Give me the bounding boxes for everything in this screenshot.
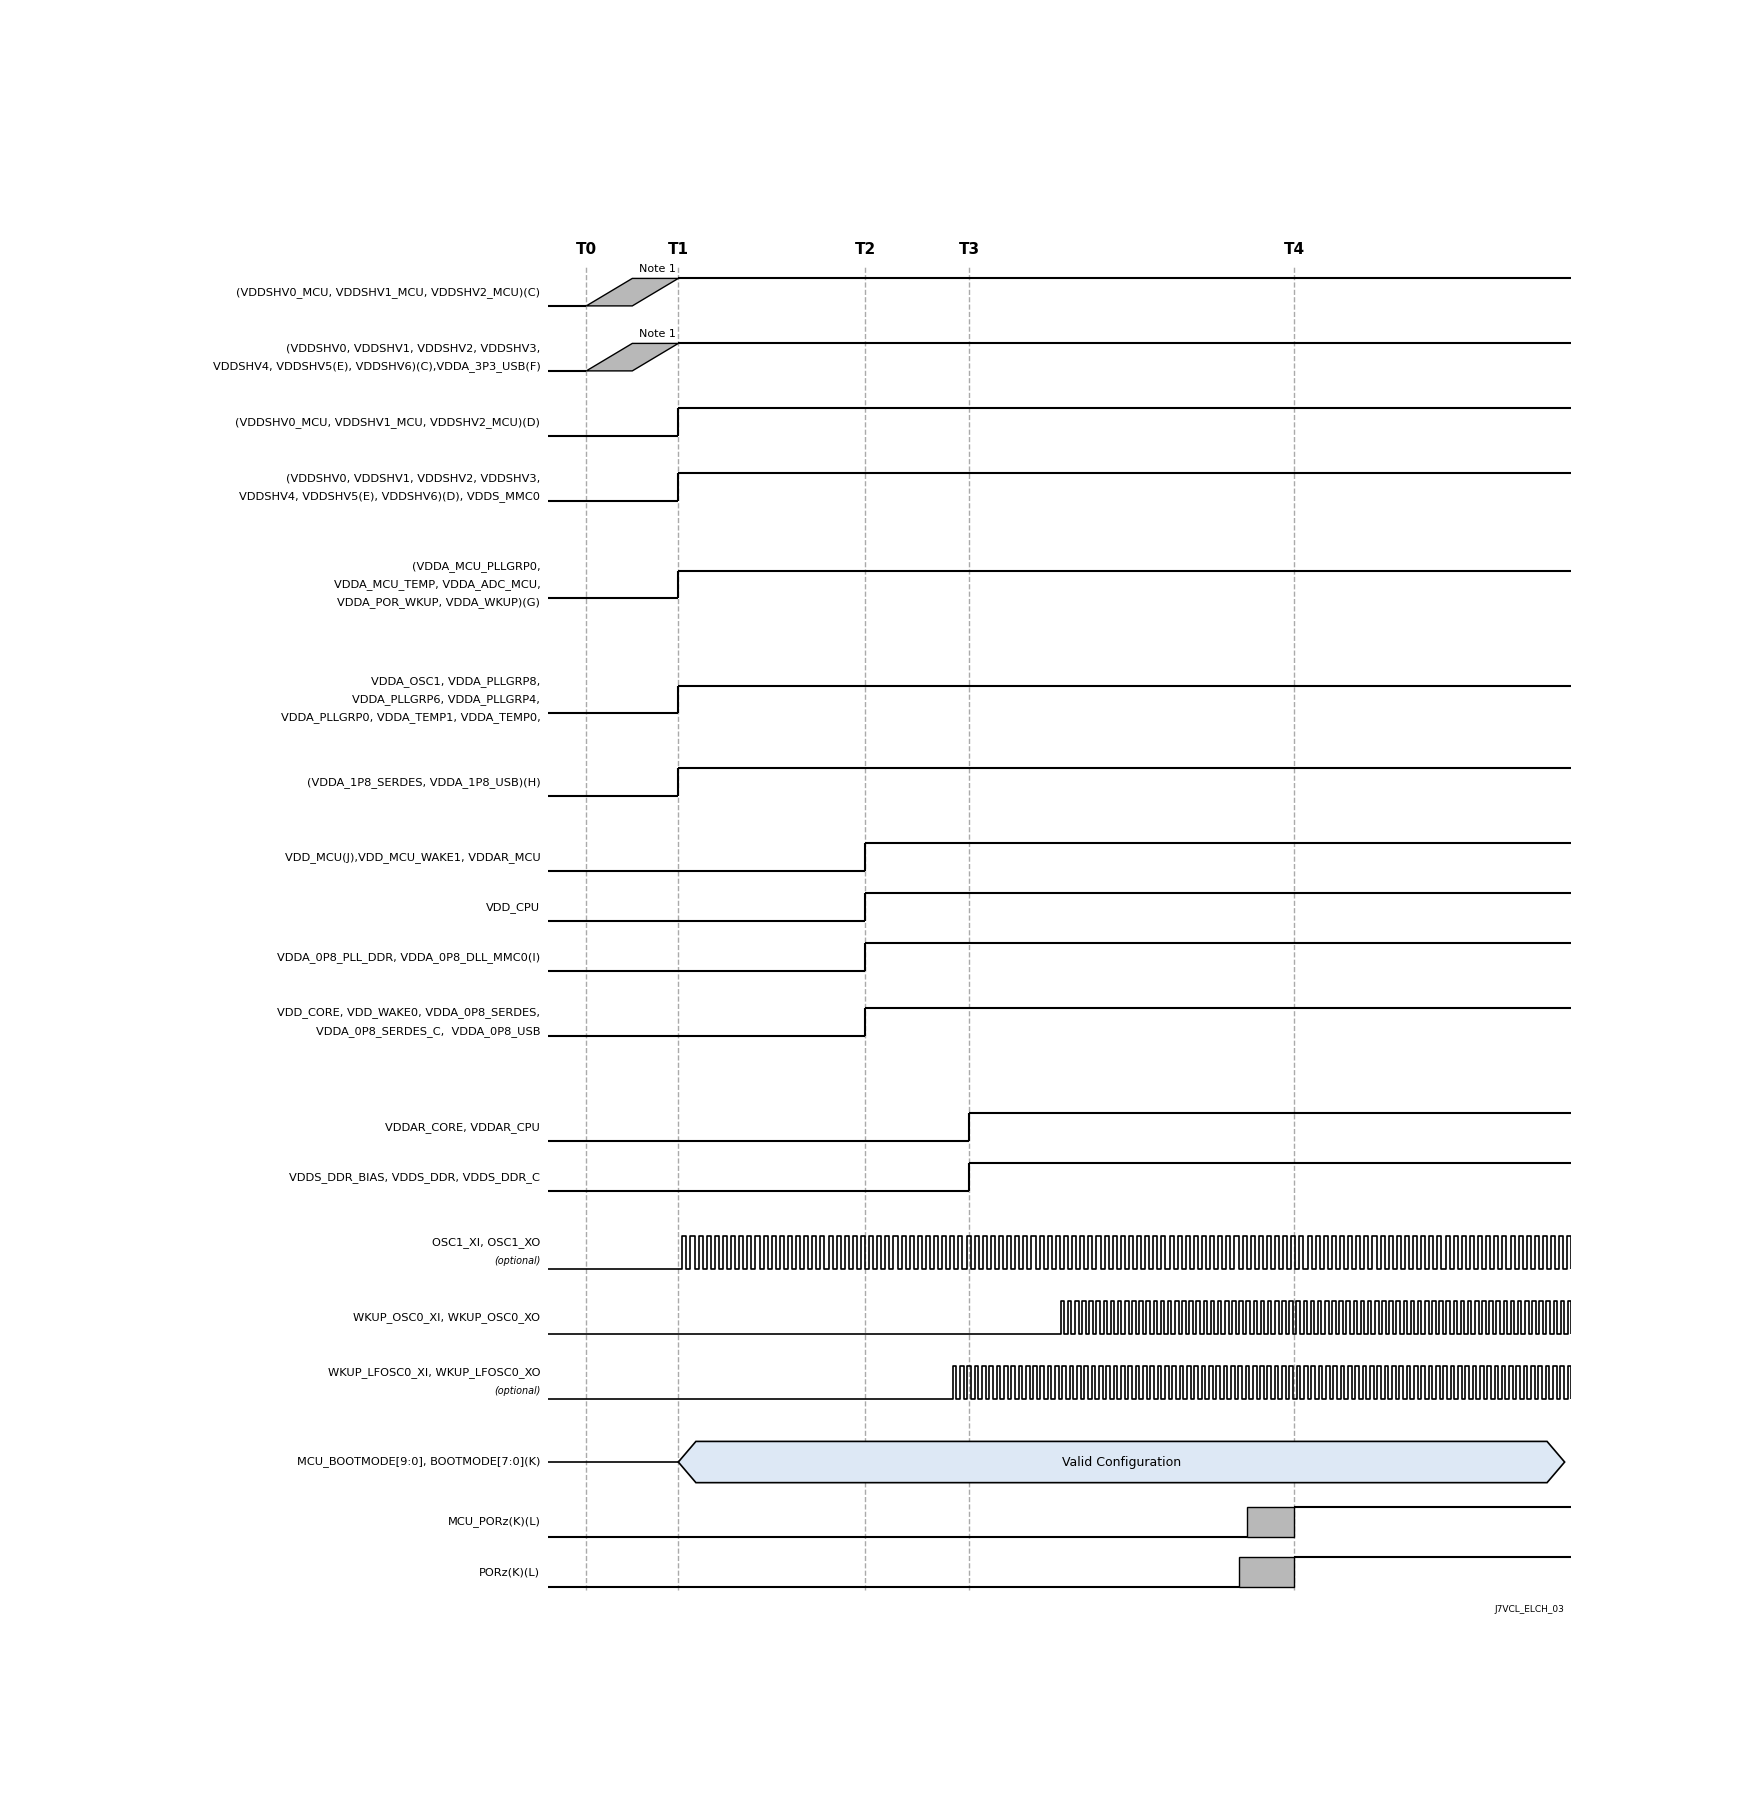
- Text: MCU_PORz(K)(L): MCU_PORz(K)(L): [447, 1516, 540, 1527]
- Text: (VDDSHV0, VDDSHV1, VDDSHV2, VDDSHV3,: (VDDSHV0, VDDSHV1, VDDSHV2, VDDSHV3,: [286, 344, 540, 353]
- Text: VDDA_0P8_PLL_DDR, VDDA_0P8_DLL_MMC0(I): VDDA_0P8_PLL_DDR, VDDA_0P8_DLL_MMC0(I): [278, 951, 540, 962]
- Text: VDD_CPU: VDD_CPU: [485, 902, 540, 913]
- Text: Note 1: Note 1: [639, 264, 676, 275]
- Bar: [1238, 1556, 1294, 1587]
- Text: VDDSHV4, VDDSHV5(E), VDDSHV6)(C),VDDA_3P3_USB(F): VDDSHV4, VDDSHV5(E), VDDSHV6)(C),VDDA_3P…: [213, 360, 540, 371]
- Text: WKUP_LFOSC0_XI, WKUP_LFOSC0_XO: WKUP_LFOSC0_XI, WKUP_LFOSC0_XO: [328, 1367, 540, 1378]
- Text: (VDDA_MCU_PLLGRP0,: (VDDA_MCU_PLLGRP0,: [412, 562, 540, 573]
- Text: Note 1: Note 1: [639, 329, 676, 340]
- Text: T2: T2: [854, 242, 876, 258]
- Text: PORz(K)(L): PORz(K)(L): [480, 1567, 540, 1576]
- Text: (VDDSHV0_MCU, VDDSHV1_MCU, VDDSHV2_MCU)(C): (VDDSHV0_MCU, VDDSHV1_MCU, VDDSHV2_MCU)(…: [236, 287, 540, 298]
- Polygon shape: [587, 278, 679, 305]
- Text: MCU_BOOTMODE[9:0], BOOTMODE[7:0](K): MCU_BOOTMODE[9:0], BOOTMODE[7:0](K): [297, 1456, 540, 1467]
- Text: OSC1_XI, OSC1_XO: OSC1_XI, OSC1_XO: [431, 1238, 540, 1249]
- Text: T3: T3: [959, 242, 980, 258]
- Text: VDDA_PLLGRP6, VDDA_PLLGRP4,: VDDA_PLLGRP6, VDDA_PLLGRP4,: [353, 694, 540, 705]
- Text: (optional): (optional): [494, 1385, 540, 1396]
- Text: VDDA_MCU_TEMP, VDDA_ADC_MCU,: VDDA_MCU_TEMP, VDDA_ADC_MCU,: [333, 580, 540, 591]
- Text: VDD_CORE, VDD_WAKE0, VDDA_0P8_SERDES,: VDD_CORE, VDD_WAKE0, VDDA_0P8_SERDES,: [278, 1007, 540, 1018]
- Text: (VDDSHV0_MCU, VDDSHV1_MCU, VDDSHV2_MCU)(D): (VDDSHV0_MCU, VDDSHV1_MCU, VDDSHV2_MCU)(…: [236, 416, 540, 427]
- Text: (VDDA_1P8_SERDES, VDDA_1P8_USB)(H): (VDDA_1P8_SERDES, VDDA_1P8_USB)(H): [307, 776, 540, 787]
- Text: VDD_MCU(J),VDD_MCU_WAKE1, VDDAR_MCU: VDD_MCU(J),VDD_MCU_WAKE1, VDDAR_MCU: [285, 851, 540, 862]
- Bar: [1247, 1507, 1294, 1538]
- Text: Valid Configuration: Valid Configuration: [1062, 1456, 1180, 1469]
- Polygon shape: [679, 1442, 1564, 1483]
- Text: VDDSHV4, VDDSHV5(E), VDDSHV6)(D), VDDS_MMC0: VDDSHV4, VDDSHV5(E), VDDSHV6)(D), VDDS_M…: [239, 491, 540, 502]
- Text: (optional): (optional): [494, 1256, 540, 1265]
- Text: T4: T4: [1283, 242, 1304, 258]
- Text: T0: T0: [576, 242, 597, 258]
- Text: VDDAR_CORE, VDDAR_CPU: VDDAR_CORE, VDDAR_CPU: [386, 1122, 540, 1133]
- Text: VDDA_OSC1, VDDA_PLLGRP8,: VDDA_OSC1, VDDA_PLLGRP8,: [372, 676, 540, 687]
- Text: VDDA_0P8_SERDES_C,  VDDA_0P8_USB: VDDA_0P8_SERDES_C, VDDA_0P8_USB: [316, 1025, 540, 1036]
- Text: T1: T1: [667, 242, 690, 258]
- Text: WKUP_OSC0_XI, WKUP_OSC0_XO: WKUP_OSC0_XI, WKUP_OSC0_XO: [353, 1311, 540, 1322]
- Polygon shape: [587, 344, 679, 371]
- Text: VDDA_POR_WKUP, VDDA_WKUP)(G): VDDA_POR_WKUP, VDDA_WKUP)(G): [337, 598, 540, 609]
- Text: VDDA_PLLGRP0, VDDA_TEMP1, VDDA_TEMP0,: VDDA_PLLGRP0, VDDA_TEMP1, VDDA_TEMP0,: [281, 713, 540, 724]
- Text: J7VCL_ELCH_03: J7VCL_ELCH_03: [1495, 1605, 1564, 1614]
- Text: VDDS_DDR_BIAS, VDDS_DDR, VDDS_DDR_C: VDDS_DDR_BIAS, VDDS_DDR, VDDS_DDR_C: [290, 1171, 540, 1182]
- Text: (VDDSHV0, VDDSHV1, VDDSHV2, VDDSHV3,: (VDDSHV0, VDDSHV1, VDDSHV2, VDDSHV3,: [286, 473, 540, 484]
